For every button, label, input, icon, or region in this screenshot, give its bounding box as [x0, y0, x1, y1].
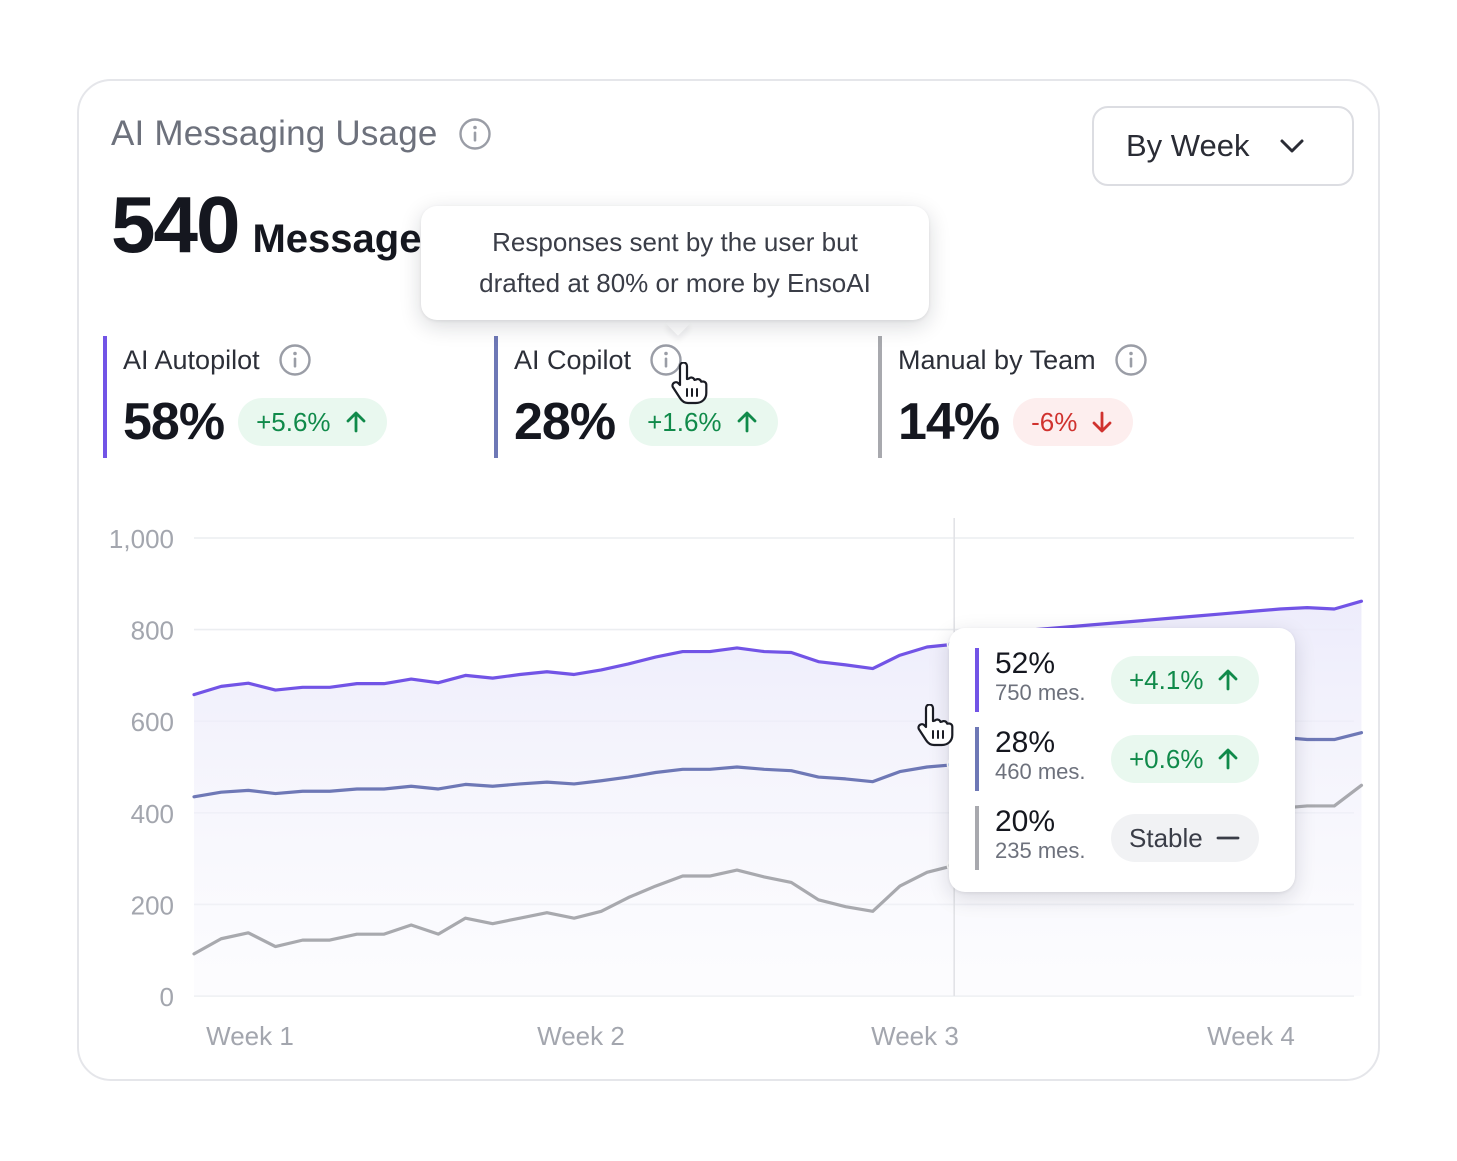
card-title: AI Messaging Usage	[111, 114, 438, 153]
y-tick-label: 600	[131, 707, 174, 737]
metric-label: Manual by Team	[898, 344, 1096, 375]
hover-row-copilot: 28% 460 mes. +0.6%	[975, 726, 1260, 791]
hover-change-value: +4.1%	[1129, 664, 1204, 695]
arrow-up-icon	[1219, 748, 1238, 770]
change-badge: +5.6%	[238, 398, 387, 446]
pointer-hand-icon	[914, 704, 954, 748]
x-tick-label: Week 4	[1207, 1021, 1295, 1051]
y-tick-label: 0	[160, 982, 174, 1012]
total-unit: Messages	[252, 217, 444, 261]
hover-change-badge: +4.1%	[1111, 656, 1260, 704]
total-value: 540	[111, 180, 240, 269]
metric-ai-copilot: AI Copilot 28% +1.6%	[494, 336, 778, 458]
hover-percent: 28%	[995, 726, 1056, 759]
tooltip-line-2: drafted at 80% or more by EnsoAI	[479, 268, 871, 298]
y-tick-label: 400	[131, 799, 174, 829]
y-tick-label: 800	[131, 616, 174, 646]
arrow-up-icon	[1219, 669, 1238, 691]
hover-tooltip-card: 52% 750 mes. +4.1% 28% 460 mes. +0.6% 20…	[949, 628, 1295, 892]
change-value: +1.6%	[647, 406, 722, 437]
tooltip-line-1: Responses sent by the user but	[492, 227, 858, 257]
arrow-up-icon	[737, 411, 756, 433]
info-icon[interactable]	[1114, 343, 1148, 377]
hover-count: 235 mes.	[995, 838, 1086, 863]
hover-count: 460 mes.	[995, 759, 1086, 784]
pointer-hand-icon	[668, 362, 708, 406]
line-ai-autopilot	[192, 599, 1364, 697]
hover-percent: 20%	[995, 805, 1056, 838]
arrow-down-icon	[1092, 411, 1112, 433]
period-dropdown-label: By Week	[1126, 128, 1250, 163]
period-dropdown[interactable]: By Week	[1092, 106, 1354, 186]
metric-value: 58%	[123, 393, 225, 451]
change-badge: +1.6%	[629, 398, 778, 446]
x-tick-label: Week 2	[537, 1021, 625, 1051]
metric-manual-by-team: Manual by Team 14% -6%	[878, 336, 1148, 458]
hover-change-badge: +0.6%	[1111, 735, 1260, 783]
dash-icon	[1216, 836, 1240, 840]
info-tooltip: Responses sent by the user but drafted a…	[421, 206, 929, 320]
hover-percent: 52%	[995, 647, 1056, 680]
card-header: AI Messaging Usage	[111, 110, 492, 158]
hover-row-manual: 20% 235 mes. Stable	[975, 805, 1259, 870]
total-messages: 540 Messages	[111, 185, 444, 265]
hover-count: 750 mes.	[995, 680, 1086, 705]
x-tick-label: Week 1	[206, 1021, 294, 1051]
metric-ai-autopilot: AI Autopilot 58% +5.6%	[103, 336, 387, 458]
hover-change-badge: Stable	[1111, 814, 1259, 862]
metric-value: 28%	[514, 393, 616, 451]
chevron-down-icon	[1280, 139, 1304, 153]
hover-change-value: Stable	[1129, 822, 1203, 853]
hover-row-autopilot: 52% 750 mes. +4.1%	[975, 647, 1260, 712]
metric-value: 14%	[898, 393, 1000, 451]
metric-label: AI Copilot	[514, 344, 632, 375]
arrow-up-icon	[346, 411, 365, 433]
y-tick-label: 1,000	[109, 524, 174, 554]
info-icon[interactable]	[278, 343, 312, 377]
x-tick-label: Week 3	[871, 1021, 959, 1051]
info-icon[interactable]	[649, 343, 683, 377]
change-value: -6%	[1031, 406, 1078, 437]
change-value: +5.6%	[256, 406, 331, 437]
change-badge: -6%	[1013, 398, 1134, 446]
hover-change-value: +0.6%	[1129, 743, 1204, 774]
metric-label: AI Autopilot	[123, 344, 260, 375]
info-icon[interactable]	[458, 117, 492, 151]
y-tick-label: 200	[131, 890, 174, 920]
